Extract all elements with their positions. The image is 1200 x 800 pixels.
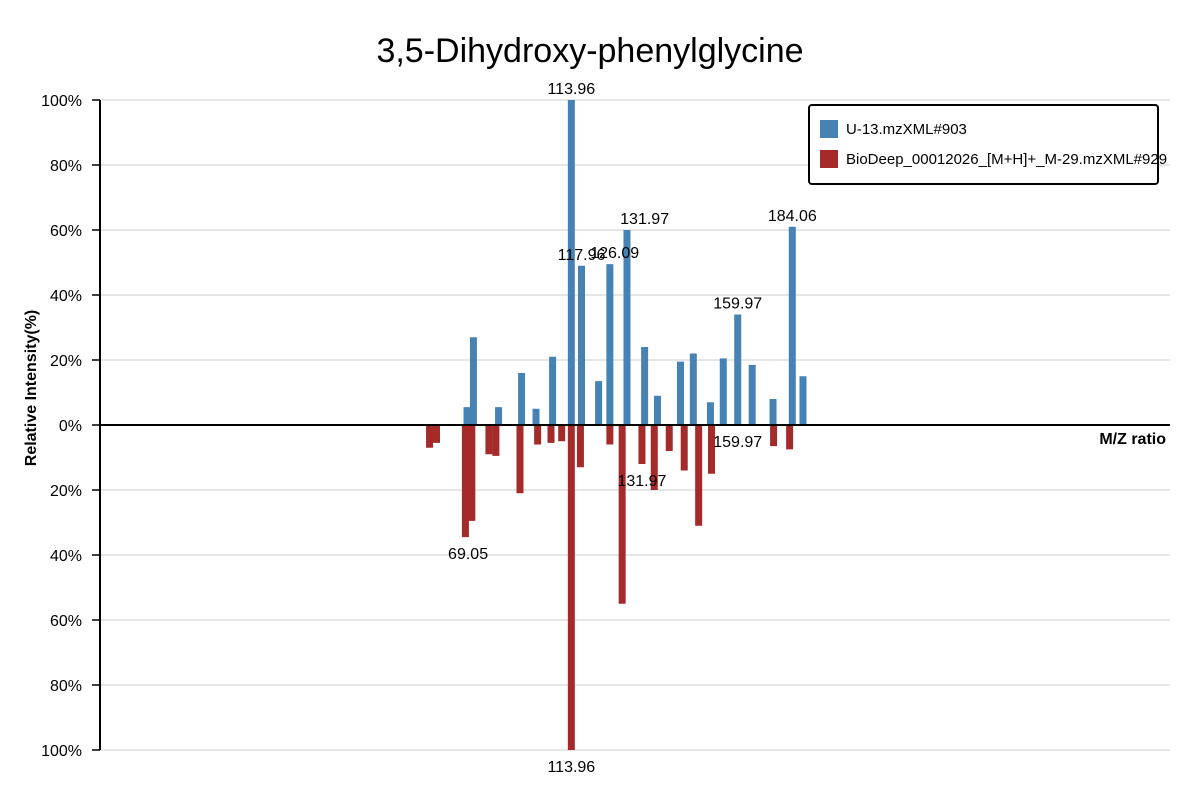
peak-label: 117.96 bbox=[558, 247, 606, 264]
y-tick-label: 100% bbox=[41, 743, 82, 760]
peak-bar-top bbox=[769, 399, 777, 425]
peak-bar-top bbox=[623, 230, 631, 425]
peak-label: 113.96 bbox=[547, 81, 595, 98]
legend-box bbox=[808, 104, 1159, 185]
peak-bar-top bbox=[469, 337, 477, 425]
peak-bar-top bbox=[719, 358, 727, 426]
peak-label: 159.97 bbox=[713, 434, 762, 451]
peak-label: 131.97 bbox=[620, 211, 669, 228]
peak-bar-top bbox=[463, 407, 471, 426]
peak-bar-bottom bbox=[606, 425, 614, 445]
peak-bar-top bbox=[495, 407, 503, 426]
peak-bar-top bbox=[532, 408, 540, 425]
peak-bar-top bbox=[518, 373, 526, 425]
peak-bar-top bbox=[567, 100, 575, 425]
peak-bar-bottom bbox=[708, 425, 715, 474]
peak-bar-top bbox=[606, 264, 614, 426]
peak-bar-bottom bbox=[547, 425, 555, 443]
legend: U-13.mzXML#903 BioDeep_00012026_[M+H]+_M… bbox=[808, 104, 1167, 185]
legend-label-bottom: BioDeep_00012026_[M+H]+_M-29.mzXML#929 bbox=[846, 151, 1167, 168]
y-tick-label: 20% bbox=[50, 483, 82, 500]
peak-label: 184.06 bbox=[768, 208, 817, 225]
peak-bar-bottom bbox=[770, 425, 778, 447]
legend-label-top: U-13.mzXML#903 bbox=[846, 121, 967, 138]
peak-bar-top bbox=[748, 364, 756, 426]
y-tick-label: 60% bbox=[50, 223, 82, 240]
peak-bar-bottom bbox=[576, 425, 584, 468]
peak-bar-top bbox=[578, 265, 585, 425]
y-axis-title: Relative Intensity(%) bbox=[23, 310, 40, 466]
peak-label: 126.09 bbox=[590, 245, 639, 262]
peak-bar-bottom bbox=[650, 425, 658, 490]
peak-bar-top bbox=[706, 402, 714, 425]
y-tick-label: 40% bbox=[50, 288, 82, 305]
bars bbox=[426, 100, 807, 750]
peak-bar-bottom bbox=[461, 425, 469, 538]
legend-swatch-bottom bbox=[820, 150, 838, 168]
peak-bar-bottom bbox=[638, 425, 646, 464]
y-tick-label: 80% bbox=[50, 678, 82, 695]
peak-bar-bottom bbox=[618, 425, 626, 604]
y-tick-label: 20% bbox=[50, 353, 82, 370]
peak-bar-top bbox=[653, 395, 661, 425]
peak-bar-bottom bbox=[786, 425, 794, 450]
y-tick-label: 40% bbox=[50, 548, 82, 565]
peak-bar-bottom bbox=[485, 425, 493, 455]
peak-bar-bottom bbox=[468, 425, 476, 521]
peak-label: 131.97 bbox=[617, 473, 666, 490]
peak-label: 113.96 bbox=[547, 759, 595, 776]
peak-bar-bottom bbox=[426, 425, 434, 448]
peak-bar-bottom bbox=[567, 425, 575, 750]
y-tick-label: 0% bbox=[59, 418, 82, 435]
y-tick-label: 80% bbox=[50, 158, 82, 175]
y-tick-label: 100% bbox=[41, 93, 82, 110]
peak-bar-top bbox=[641, 347, 649, 425]
peak-bar-top bbox=[689, 353, 697, 425]
peak-bar-top bbox=[799, 376, 807, 425]
y-tick-labels: 100% 80% 60% 40% 20% 0% 20% 40% 60% 80% 100% bbox=[41, 93, 100, 760]
peak-bar-top bbox=[676, 361, 684, 426]
peak-bar-bottom bbox=[695, 425, 703, 526]
peak-bar-bottom bbox=[665, 425, 673, 451]
y-tick-label: 60% bbox=[50, 613, 82, 630]
peak-label: 69.05 bbox=[448, 546, 488, 563]
peak-bar-top bbox=[595, 381, 603, 426]
peak-bar-bottom bbox=[680, 425, 688, 471]
chart-title: 3,5-Dihydroxy-phenylglycine bbox=[376, 32, 803, 70]
peak-bar-bottom bbox=[492, 425, 500, 456]
peak-bar-bottom bbox=[433, 425, 441, 443]
peak-bar-top bbox=[788, 226, 796, 425]
legend-swatch-top bbox=[820, 120, 838, 138]
peak-bar-bottom bbox=[558, 425, 566, 442]
peak-bar-bottom bbox=[516, 425, 524, 494]
peak-label: 159.97 bbox=[713, 296, 762, 313]
peak-bar-bottom bbox=[534, 425, 542, 445]
peak-bar-top bbox=[549, 356, 557, 425]
x-axis-title: M/Z ratio bbox=[1099, 431, 1166, 448]
peak-bar-top bbox=[734, 314, 742, 425]
